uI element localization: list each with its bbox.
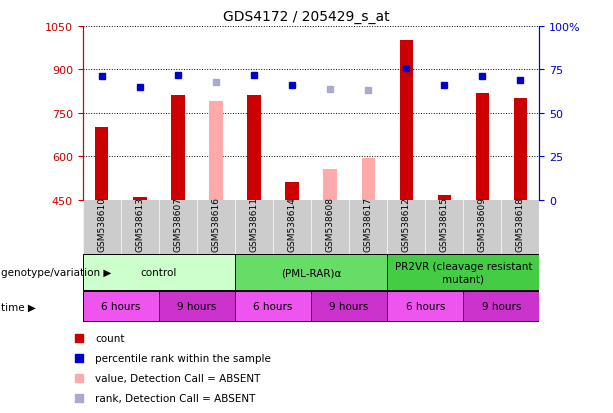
Text: time ▶: time ▶ (1, 301, 36, 312)
Text: GSM538610: GSM538610 (97, 197, 106, 251)
Text: GSM538612: GSM538612 (402, 197, 411, 251)
Text: GSM538611: GSM538611 (249, 197, 259, 251)
Bar (159, 292, 235, 321)
Text: 6 hours: 6 hours (253, 301, 293, 312)
Bar (387, 255, 539, 290)
Text: control: control (140, 268, 177, 278)
Text: GSM538609: GSM538609 (478, 197, 487, 251)
Bar (438, 196, 451, 200)
Bar (387, 292, 463, 321)
Text: 6 hours: 6 hours (406, 301, 445, 312)
Text: 9 hours: 9 hours (329, 301, 369, 312)
Text: GSM538618: GSM538618 (516, 197, 525, 251)
Text: 6 hours: 6 hours (101, 301, 140, 312)
Text: GDS4172 / 205429_s_at: GDS4172 / 205429_s_at (223, 10, 390, 24)
Text: GSM538613: GSM538613 (135, 197, 144, 251)
Text: count: count (95, 334, 124, 344)
Bar (83, 255, 235, 290)
Text: rank, Detection Call = ABSENT: rank, Detection Call = ABSENT (95, 394, 256, 404)
Bar (311, 292, 387, 321)
Bar (400, 41, 413, 200)
Bar (286, 183, 299, 200)
Text: GSM538614: GSM538614 (287, 197, 297, 251)
Text: GSM538608: GSM538608 (326, 197, 335, 251)
Text: GSM538607: GSM538607 (173, 197, 183, 251)
Bar (514, 99, 527, 200)
Text: GSM538616: GSM538616 (211, 197, 221, 251)
Bar (463, 292, 539, 321)
Bar (235, 255, 387, 290)
Bar (248, 96, 261, 200)
Text: 9 hours: 9 hours (482, 301, 521, 312)
Text: GSM538615: GSM538615 (440, 197, 449, 251)
Text: (PML-RAR)α: (PML-RAR)α (281, 268, 341, 278)
Bar (362, 158, 375, 200)
Bar (95, 128, 109, 200)
Bar (171, 96, 185, 200)
Text: value, Detection Call = ABSENT: value, Detection Call = ABSENT (95, 373, 261, 383)
Bar (324, 170, 337, 200)
Text: 9 hours: 9 hours (177, 301, 216, 312)
Text: percentile rank within the sample: percentile rank within the sample (95, 354, 271, 363)
Bar (133, 197, 147, 200)
Text: GSM538617: GSM538617 (364, 197, 373, 251)
Text: PR2VR (cleavage resistant
mutant): PR2VR (cleavage resistant mutant) (395, 262, 532, 283)
Bar (235, 292, 311, 321)
Text: genotype/variation ▶: genotype/variation ▶ (1, 268, 112, 278)
Bar (476, 93, 489, 200)
Bar (83, 292, 159, 321)
Bar (209, 102, 223, 200)
